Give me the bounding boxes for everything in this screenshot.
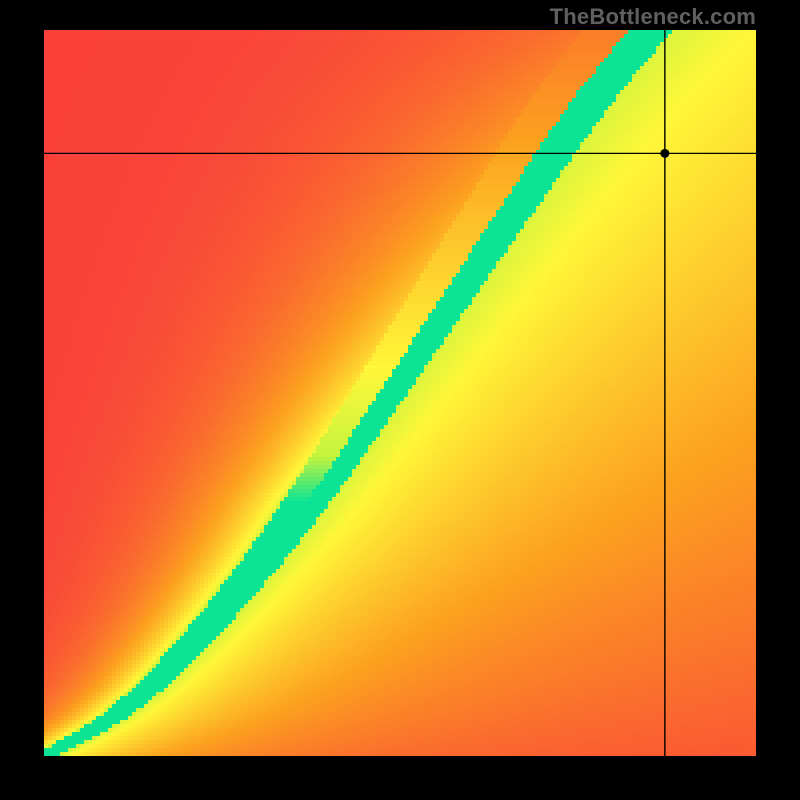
heatmap-plot bbox=[44, 30, 756, 756]
crosshair-overlay bbox=[44, 30, 756, 756]
figure-container: TheBottleneck.com bbox=[0, 0, 800, 800]
watermark-text: TheBottleneck.com bbox=[550, 4, 756, 30]
